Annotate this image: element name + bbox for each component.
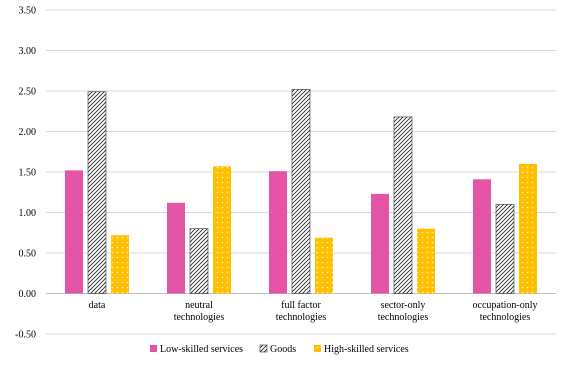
bar-low-skilled-services-3 <box>371 193 389 294</box>
y-tick-label: 3.50 <box>19 6 37 17</box>
bar-goods-2 <box>291 89 311 294</box>
bar-goods-0 <box>87 91 107 294</box>
x-category-label: technologies <box>480 312 531 323</box>
bar-low-skilled-services-2 <box>269 171 287 294</box>
bar-high-skilled-services-2 <box>315 237 333 294</box>
y-tick-label: 2.00 <box>19 127 37 138</box>
bar-goods-4 <box>495 204 515 294</box>
x-category-label: data <box>89 300 106 311</box>
y-axis: -0.50 0.00 0.50 1.00 1.50 2.00 2.50 3.00 3.50 <box>15 6 36 341</box>
bar-low-skilled-services-1 <box>167 202 185 294</box>
y-tick-label: 1.50 <box>19 168 37 179</box>
x-category-label: neutral <box>185 300 213 311</box>
y-tick-label: -0.50 <box>15 330 36 341</box>
bar-high-skilled-services-1 <box>213 166 231 294</box>
legend: Low-skilled services Goods High-skilled se… <box>150 344 409 355</box>
x-category-label: occupation-only <box>473 300 538 311</box>
x-category-label: technologies <box>174 312 225 323</box>
legend-swatch <box>314 345 321 352</box>
legend-label: High-skilled services <box>324 344 409 355</box>
x-category-label: technologies <box>276 312 327 323</box>
legend-label: Goods <box>270 344 296 355</box>
x-category-label: full factor <box>281 300 321 311</box>
y-tick-label: 1.00 <box>19 208 37 219</box>
bar-high-skilled-services-0 <box>111 235 129 294</box>
bars <box>65 89 537 294</box>
bar-goods-1 <box>189 228 209 294</box>
bar-low-skilled-services-0 <box>65 170 83 294</box>
bar-low-skilled-services-4 <box>473 179 491 294</box>
legend-swatch <box>150 345 157 352</box>
y-tick-label: 0.50 <box>19 249 37 260</box>
bar-high-skilled-services-3 <box>417 228 435 294</box>
y-tick-label: 2.50 <box>19 87 37 98</box>
x-category-label: technologies <box>378 312 429 323</box>
legend-swatch <box>259 344 268 353</box>
y-tick-label: 3.00 <box>19 46 37 57</box>
y-tick-label: 0.00 <box>19 289 37 300</box>
legend-label: Low-skilled services <box>160 344 243 355</box>
bar-goods-3 <box>393 116 413 294</box>
x-category-label: sector-only <box>381 300 426 311</box>
bar-high-skilled-services-4 <box>519 163 537 294</box>
